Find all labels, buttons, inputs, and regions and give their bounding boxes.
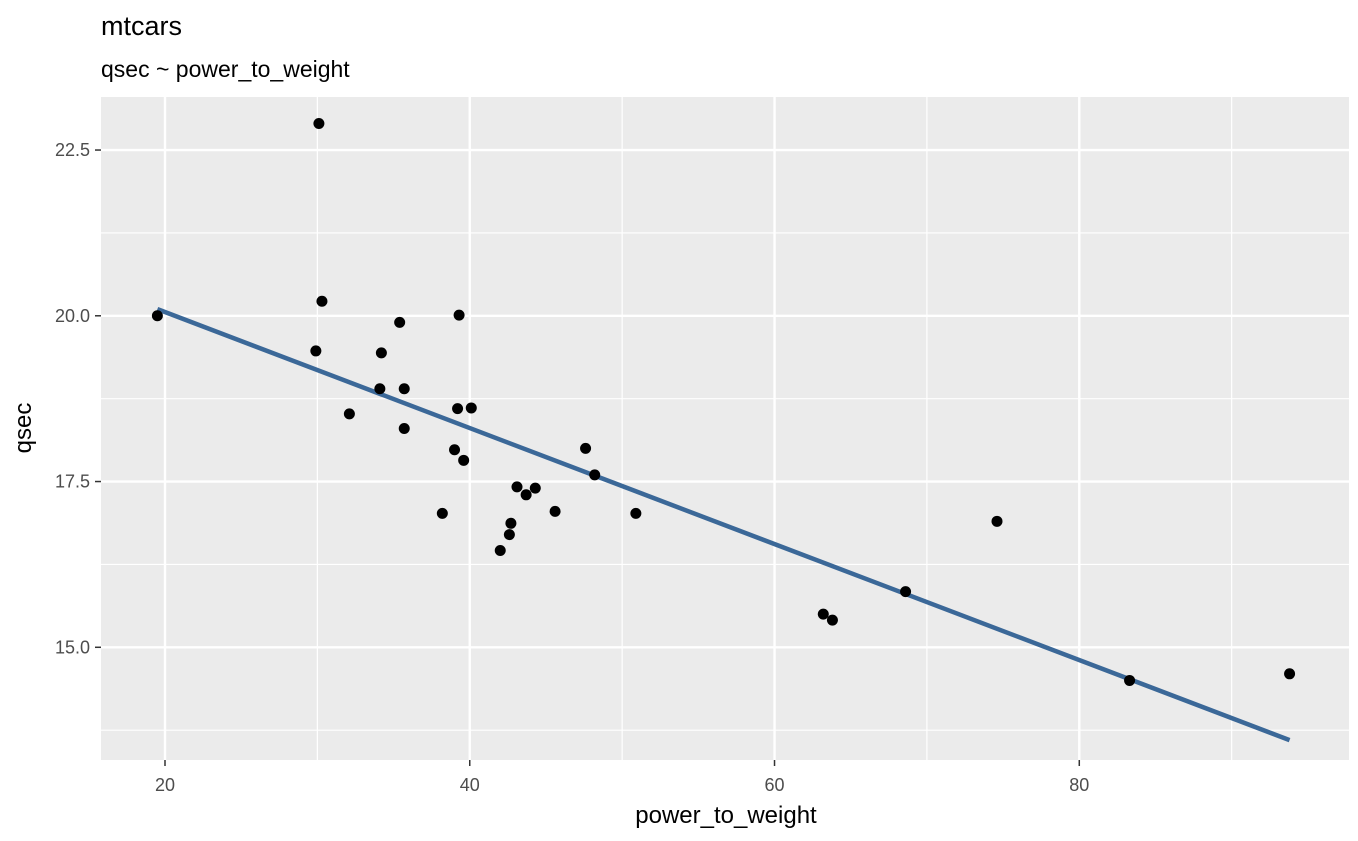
data-point <box>465 402 477 414</box>
regression-line <box>156 307 1291 743</box>
plot-panel <box>101 97 1349 760</box>
data-point <box>453 309 465 321</box>
data-point <box>580 442 592 454</box>
data-point <box>449 444 461 456</box>
data-point <box>151 310 163 322</box>
chart-subtitle: qsec ~ power_to_weight <box>101 56 350 82</box>
x-tick-label: 60 <box>765 775 785 795</box>
data-point <box>589 469 601 481</box>
x-axis-title: power_to_weight <box>635 802 817 829</box>
chart-title: mtcars <box>101 11 182 41</box>
data-point <box>549 505 561 517</box>
x-tick-label: 40 <box>460 775 480 795</box>
data-point <box>398 383 410 395</box>
data-point <box>436 507 448 519</box>
data-point <box>394 316 406 328</box>
data-point <box>1124 674 1136 686</box>
x-tick-label: 20 <box>155 775 175 795</box>
data-point <box>991 515 1003 527</box>
y-axis-title: qsec <box>10 403 37 454</box>
data-point <box>630 507 642 519</box>
y-axis-ticks: 15.0 17.5 20.0 22.5 <box>55 140 101 657</box>
regression-line-group <box>156 307 1291 743</box>
data-point <box>494 544 506 556</box>
data-point <box>520 489 532 501</box>
data-point <box>343 408 355 420</box>
data-points <box>151 118 1296 686</box>
data-point <box>900 586 912 598</box>
data-point <box>374 383 386 395</box>
data-point <box>529 482 541 494</box>
major-gridlines <box>101 97 1349 760</box>
minor-gridlines <box>101 97 1349 760</box>
data-point <box>313 118 325 130</box>
data-point <box>826 614 838 626</box>
data-point <box>458 454 470 466</box>
y-tick-label: 22.5 <box>55 140 90 160</box>
data-point <box>505 517 517 529</box>
data-point <box>1284 668 1296 680</box>
x-tick-label: 80 <box>1069 775 1089 795</box>
data-point <box>310 345 322 357</box>
data-point <box>375 347 387 359</box>
data-point <box>817 608 829 620</box>
y-tick-label: 20.0 <box>55 306 90 326</box>
data-point <box>316 295 328 307</box>
y-tick-label: 15.0 <box>55 637 90 657</box>
data-point <box>503 529 515 541</box>
x-axis-ticks: 20 40 60 80 <box>155 760 1089 795</box>
y-tick-label: 17.5 <box>55 472 90 492</box>
data-point <box>398 423 410 434</box>
data-point <box>452 403 464 415</box>
data-point <box>511 481 523 493</box>
